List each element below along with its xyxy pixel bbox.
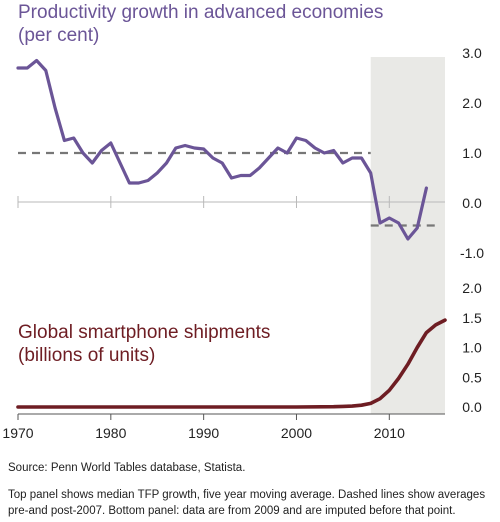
bottom-y-tick-label: 0.5 <box>462 369 482 385</box>
bottom-panel-y-ticks: 2.0 1.5 1.0 0.5 0.0 <box>462 280 482 415</box>
bottom-panel-subtitle: (billions of units) <box>18 345 155 366</box>
x-tick-label: 2010 <box>374 425 405 441</box>
top-y-tick-label: 2.0 <box>462 95 482 111</box>
productivity-series-line <box>16 58 428 241</box>
footnote-line-1: Top panel shows median TFP growth, five … <box>8 489 485 501</box>
x-axis-ticks: 1970 1980 1990 2000 2010 <box>2 414 405 441</box>
top-y-tick-label: 1.0 <box>462 145 482 161</box>
x-tick-label: 1980 <box>95 425 126 441</box>
footnote-line-2: pre-and post-2007. Bottom panel: data ar… <box>8 505 456 517</box>
x-tick-label: 1990 <box>188 425 219 441</box>
top-y-tick-label: 3.0 <box>462 45 482 61</box>
top-y-tick-label: 0.0 <box>462 195 482 211</box>
average-lines <box>18 151 436 227</box>
bottom-panel-title: Global smartphone shipments <box>18 322 270 343</box>
smartphone-series-line <box>16 318 447 409</box>
source-note: Source: Penn World Tables database, Stat… <box>8 462 245 474</box>
x-tick-label: 2000 <box>281 425 312 441</box>
x-tick-label: 1970 <box>2 425 33 441</box>
top-y-tick-label: -1.0 <box>460 245 484 261</box>
post-2008-shaded-region <box>370 57 445 414</box>
bottom-y-tick-label: 1.0 <box>462 340 482 356</box>
bottom-y-tick-label: 2.0 <box>462 280 482 296</box>
top-panel-y-ticks: 3.0 2.0 1.0 0.0 -1.0 <box>460 45 484 261</box>
bottom-y-tick-label: 0.0 <box>462 399 482 415</box>
top-panel-subtitle: (per cent) <box>18 25 99 46</box>
top-panel-title: Productivity growth in advanced economie… <box>18 2 383 23</box>
bottom-y-tick-label: 1.5 <box>462 310 482 326</box>
